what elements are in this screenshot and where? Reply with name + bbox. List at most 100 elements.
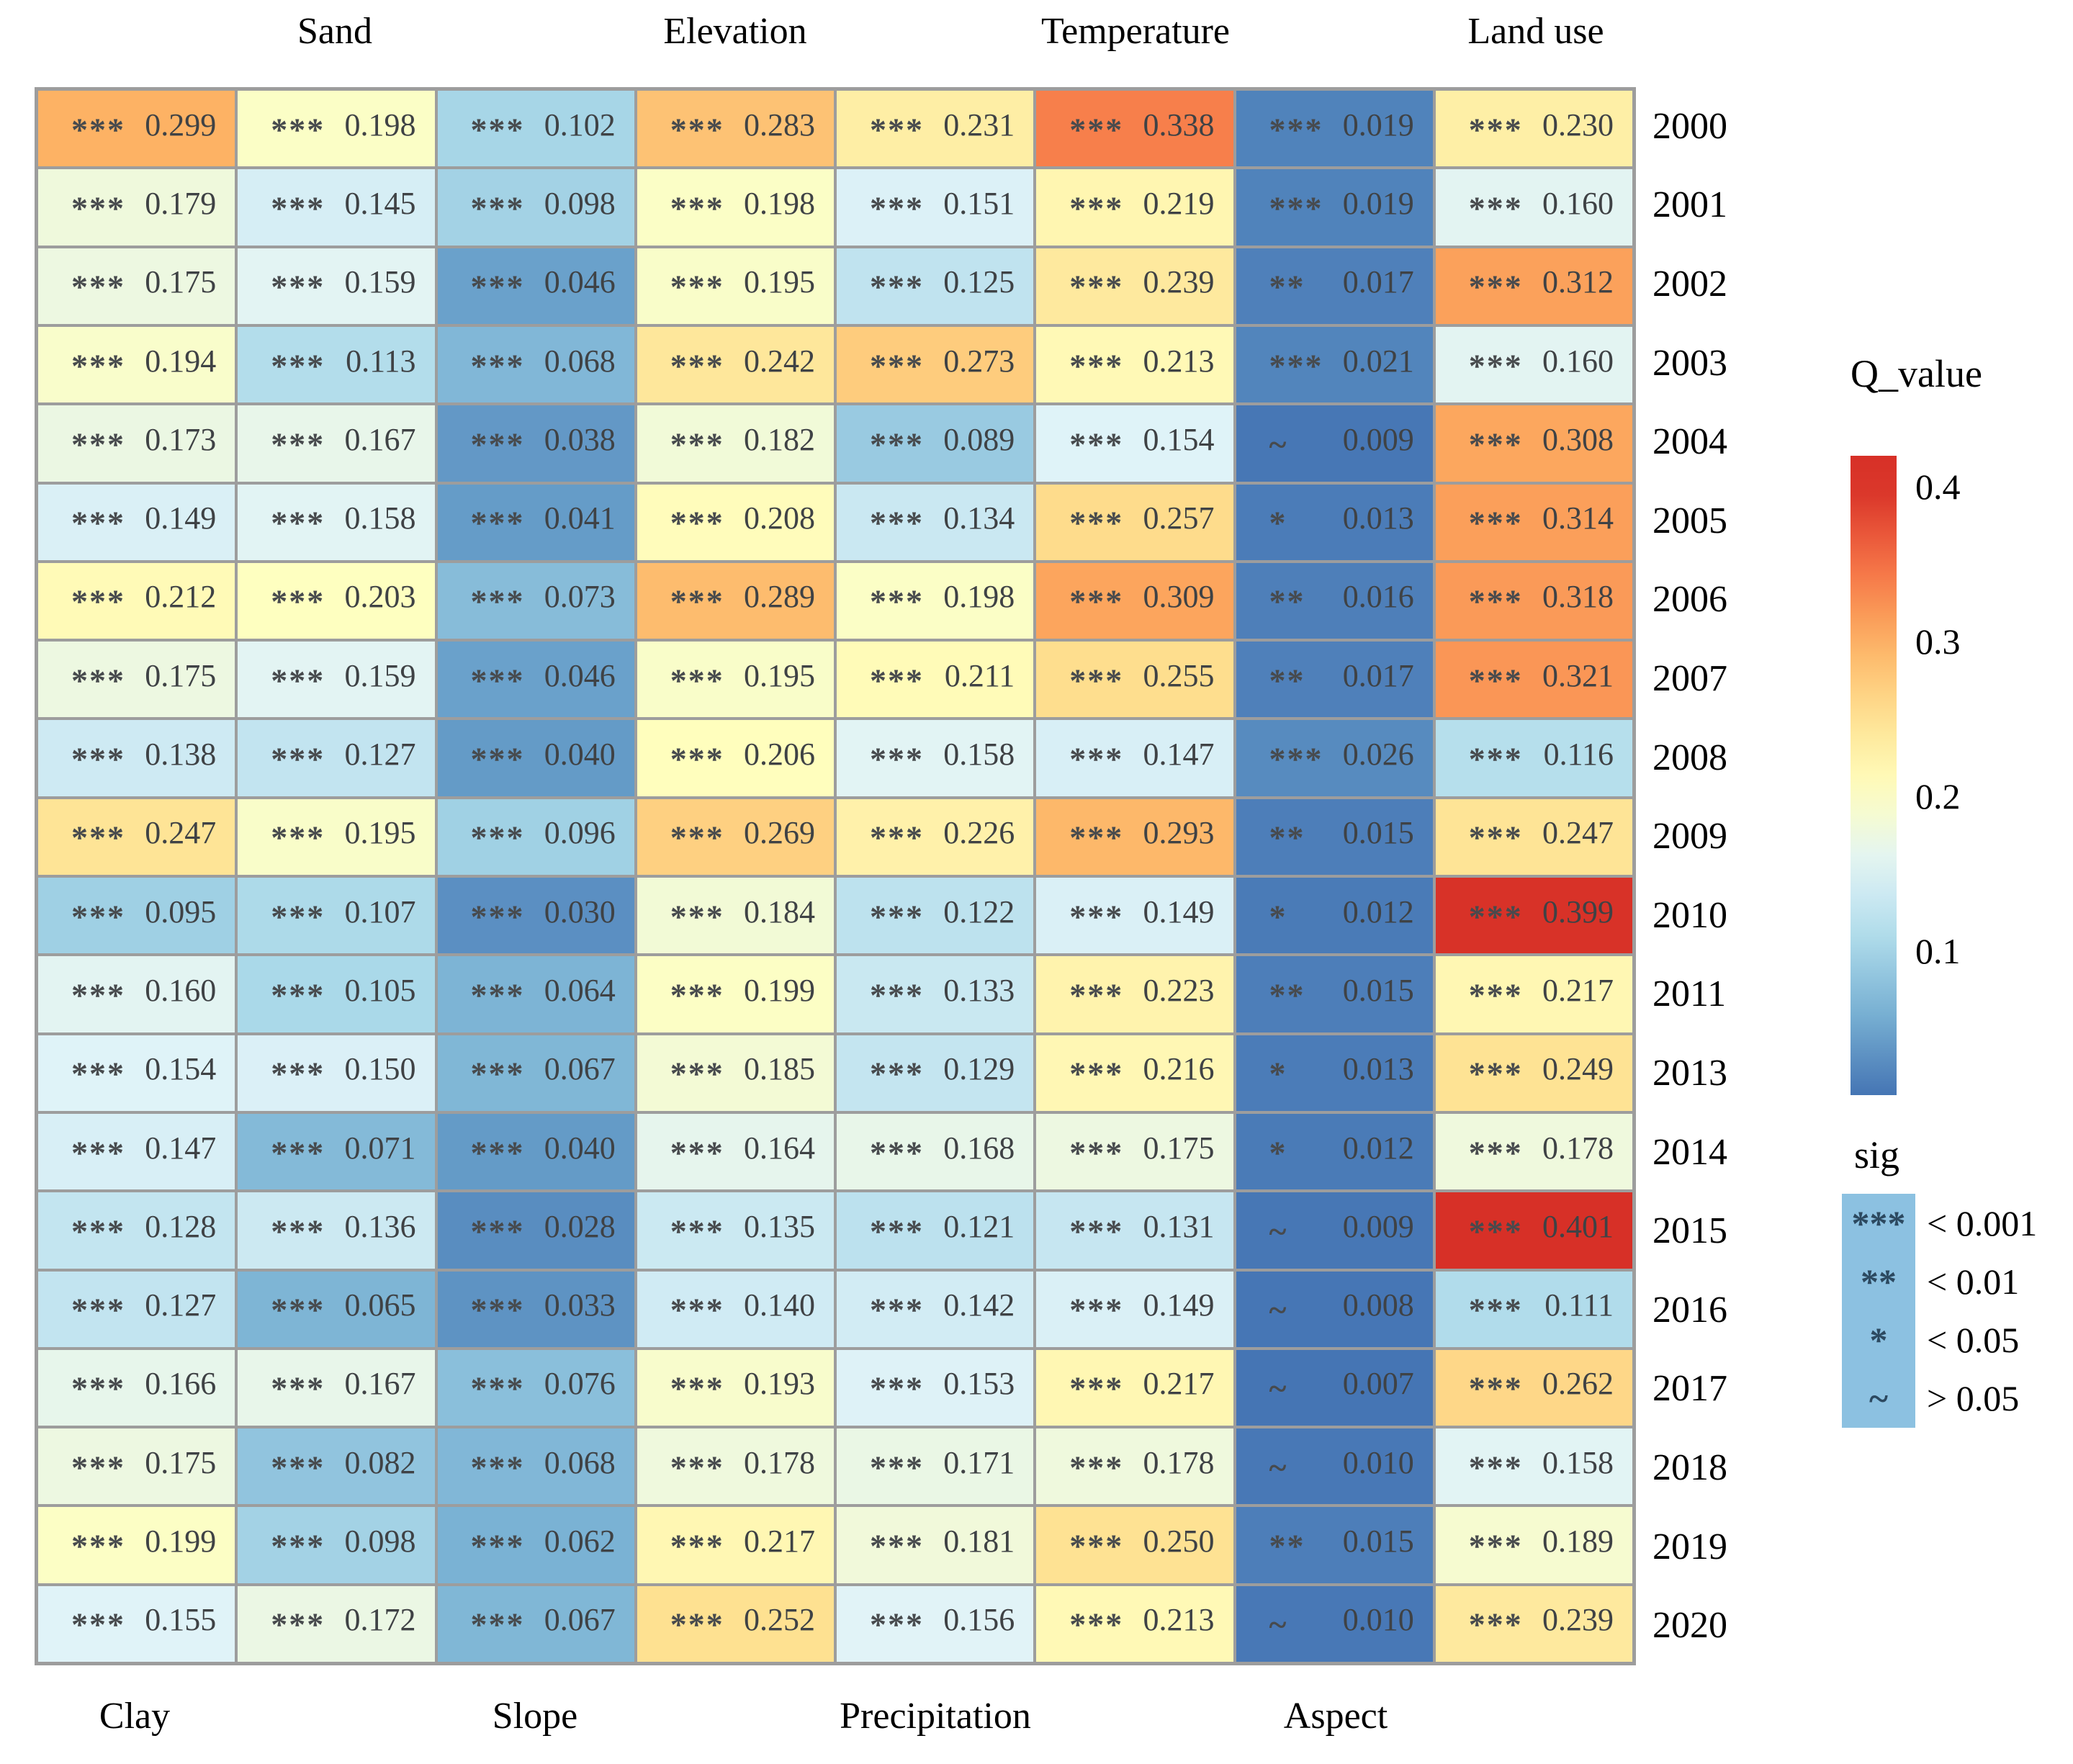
- heatmap-cell-2018-aspect: ~0.010: [1234, 1427, 1434, 1506]
- cell-q-value: 0.321: [1542, 657, 1614, 693]
- cell-q-value: 0.308: [1542, 421, 1614, 457]
- cell-q-value: 0.067: [544, 1051, 616, 1087]
- heatmap-cell-2001-temperature: *** 0.219: [1035, 168, 1235, 247]
- cell-q-value: 0.217: [1542, 972, 1614, 1008]
- cell-sig-marker: ***: [1468, 1449, 1523, 1486]
- cell-sig-marker: ***: [470, 740, 525, 778]
- cell-sig-marker: ***: [1468, 1055, 1523, 1092]
- cell-sig-marker: ***: [1468, 1291, 1523, 1328]
- heatmap-cell-2015-precipitation: *** 0.121: [835, 1191, 1035, 1270]
- heatmap-cell-2007-slope: *** 0.046: [436, 640, 636, 719]
- heatmap-cell-2003-aspect: *** 0.021: [1234, 325, 1434, 405]
- heatmap-cell-2017-slope: *** 0.076: [436, 1348, 636, 1428]
- cell-q-value: 0.073: [544, 579, 616, 615]
- heatmap-cell-2001-clay: *** 0.179: [37, 168, 237, 247]
- heatmap-cell-2008-slope: *** 0.040: [436, 719, 636, 798]
- cell-q-value: 0.082: [344, 1444, 416, 1480]
- heatmap-cell-2019-slope: *** 0.062: [436, 1506, 636, 1585]
- cell-sig-marker: ***: [1269, 111, 1323, 148]
- heatmap-cell-2009-clay: *** 0.247: [37, 797, 237, 876]
- heatmap-cell-2013-sand: *** 0.150: [236, 1033, 436, 1112]
- cell-q-value: 0.401: [1542, 1208, 1614, 1244]
- cell-q-value: 0.213: [1143, 343, 1215, 379]
- cell-q-value: 0.102: [544, 107, 616, 143]
- heatmap-cell-2018-temperature: *** 0.178: [1035, 1427, 1235, 1506]
- qvalue-tick-0.1: 0.1: [1915, 931, 1961, 972]
- cell-q-value: 0.262: [1542, 1366, 1614, 1402]
- cell-sig-marker: ***: [1069, 1055, 1124, 1092]
- cell-sig-marker: ***: [870, 346, 924, 384]
- top-axis-label-sand: Sand: [297, 11, 372, 52]
- cell-sig-marker: ***: [271, 1527, 325, 1565]
- heatmap-cell-2013-clay: *** 0.154: [37, 1033, 237, 1112]
- cell-sig-marker: *: [1269, 898, 1287, 935]
- cell-sig-marker: ***: [271, 189, 325, 227]
- heatmap-cell-2001-land-use: *** 0.160: [1434, 168, 1634, 247]
- heatmap-cell-2001-slope: *** 0.098: [436, 168, 636, 247]
- cell-q-value: 0.154: [1143, 421, 1215, 457]
- heatmap-cell-2004-precipitation: *** 0.089: [835, 404, 1035, 483]
- cell-sig-marker: ***: [470, 111, 525, 148]
- heatmap-cell-2009-elevation: *** 0.269: [635, 797, 835, 876]
- year-label-2015: 2015: [1652, 1210, 1727, 1252]
- heatmap-cell-2002-slope: *** 0.046: [436, 246, 636, 325]
- cell-sig-marker: ***: [71, 268, 125, 305]
- cell-sig-marker: ***: [470, 1369, 525, 1407]
- cell-sig-marker: ~: [1269, 426, 1288, 463]
- cell-q-value: 0.007: [1342, 1366, 1414, 1402]
- cell-sig-marker: ***: [71, 1449, 125, 1486]
- heatmap-cell-2014-clay: *** 0.147: [37, 1112, 237, 1192]
- heatmap-cell-2017-clay: *** 0.166: [37, 1348, 237, 1428]
- heatmap-cell-2020-aspect: ~0.010: [1234, 1584, 1434, 1663]
- cell-q-value: 0.019: [1342, 107, 1414, 143]
- heatmap-cell-2005-aspect: * 0.013: [1234, 482, 1434, 562]
- cell-sig-marker: ***: [870, 1291, 924, 1328]
- cell-sig-marker: **: [1269, 268, 1305, 305]
- heatmap-cell-2016-aspect: ~0.008: [1234, 1269, 1434, 1349]
- cell-q-value: 0.338: [1143, 107, 1215, 143]
- cell-sig-marker: ***: [1468, 740, 1523, 778]
- heatmap-grid: *** 0.299 *** 0.198 *** 0.102 *** 0.283 *** 0.231…: [35, 87, 1636, 1665]
- cell-q-value: 0.127: [145, 1287, 217, 1323]
- year-label-2016: 2016: [1652, 1289, 1727, 1331]
- cell-q-value: 0.198: [744, 185, 815, 221]
- cell-q-value: 0.095: [145, 894, 217, 930]
- cell-q-value: 0.064: [544, 972, 616, 1008]
- year-label-2002: 2002: [1652, 264, 1727, 305]
- cell-sig-marker: ***: [1468, 1212, 1523, 1250]
- cell-sig-marker: ***: [670, 1291, 724, 1328]
- cell-q-value: 0.012: [1342, 1130, 1414, 1166]
- sig-key-label-1: < 0.001: [1927, 1202, 2038, 1243]
- cell-q-value: 0.026: [1342, 737, 1414, 773]
- heatmap-cell-2008-precipitation: *** 0.158: [835, 719, 1035, 798]
- cell-sig-marker: ***: [670, 819, 724, 856]
- qvalue-tick-0.3: 0.3: [1915, 621, 1961, 662]
- cell-sig-marker: ***: [670, 504, 724, 541]
- cell-q-value: 0.149: [1143, 1287, 1215, 1323]
- cell-q-value: 0.299: [145, 107, 217, 143]
- cell-q-value: 0.247: [1542, 815, 1614, 851]
- cell-sig-marker: ***: [470, 1606, 525, 1643]
- cell-q-value: 0.198: [344, 107, 416, 143]
- cell-sig-marker: ***: [1468, 582, 1523, 620]
- qvalue-legend-title: Q_value: [1851, 352, 1982, 395]
- cell-q-value: 0.217: [1143, 1366, 1215, 1402]
- heatmap-cell-2011-precipitation: *** 0.133: [835, 955, 1035, 1034]
- cell-sig-marker: ***: [1468, 1369, 1523, 1407]
- bottom-axis-label-aspect: Aspect: [1283, 1696, 1388, 1737]
- cell-q-value: 0.038: [544, 421, 616, 457]
- cell-sig-marker: ***: [71, 111, 125, 148]
- cell-sig-marker: ***: [1069, 582, 1124, 620]
- cell-q-value: 0.160: [145, 972, 217, 1008]
- heatmap-cell-2010-slope: *** 0.030: [436, 876, 636, 955]
- heatmap-cell-2014-elevation: *** 0.164: [635, 1112, 835, 1192]
- cell-sig-marker: ***: [470, 1133, 525, 1171]
- heatmap-cell-2003-precipitation: *** 0.273: [835, 325, 1035, 405]
- cell-sig-marker: ***: [1468, 1133, 1523, 1171]
- cell-q-value: 0.223: [1143, 972, 1215, 1008]
- heatmap-cell-2015-temperature: *** 0.131: [1035, 1191, 1235, 1270]
- cell-sig-marker: ***: [1069, 504, 1124, 541]
- heatmap-cell-2005-slope: *** 0.041: [436, 482, 636, 562]
- heatmap-cell-2004-temperature: *** 0.154: [1035, 404, 1235, 483]
